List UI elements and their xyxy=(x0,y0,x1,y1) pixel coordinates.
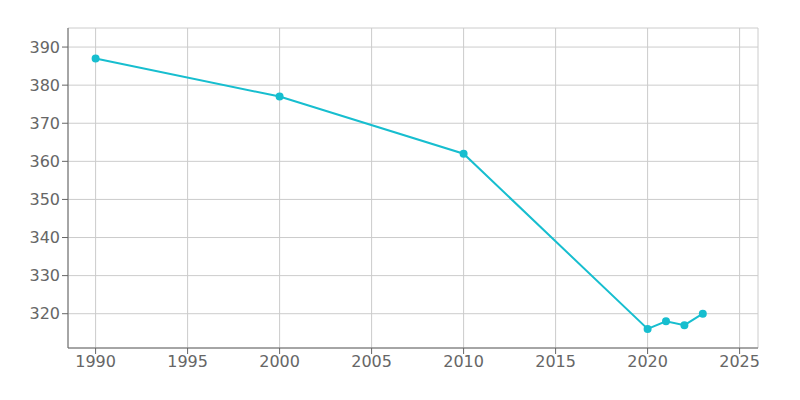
svg-text:340: 340 xyxy=(29,228,60,247)
svg-text:2025: 2025 xyxy=(719,352,760,371)
svg-text:370: 370 xyxy=(29,114,60,133)
svg-text:390: 390 xyxy=(29,38,60,57)
svg-text:1995: 1995 xyxy=(167,352,208,371)
svg-text:2010: 2010 xyxy=(443,352,484,371)
svg-text:2005: 2005 xyxy=(351,352,392,371)
svg-text:2020: 2020 xyxy=(627,352,668,371)
svg-text:2000: 2000 xyxy=(259,352,300,371)
svg-text:330: 330 xyxy=(29,266,60,285)
svg-text:2015: 2015 xyxy=(535,352,576,371)
svg-text:380: 380 xyxy=(29,76,60,95)
svg-text:1990: 1990 xyxy=(75,352,116,371)
svg-text:320: 320 xyxy=(29,304,60,323)
svg-text:350: 350 xyxy=(29,190,60,209)
svg-text:360: 360 xyxy=(29,152,60,171)
